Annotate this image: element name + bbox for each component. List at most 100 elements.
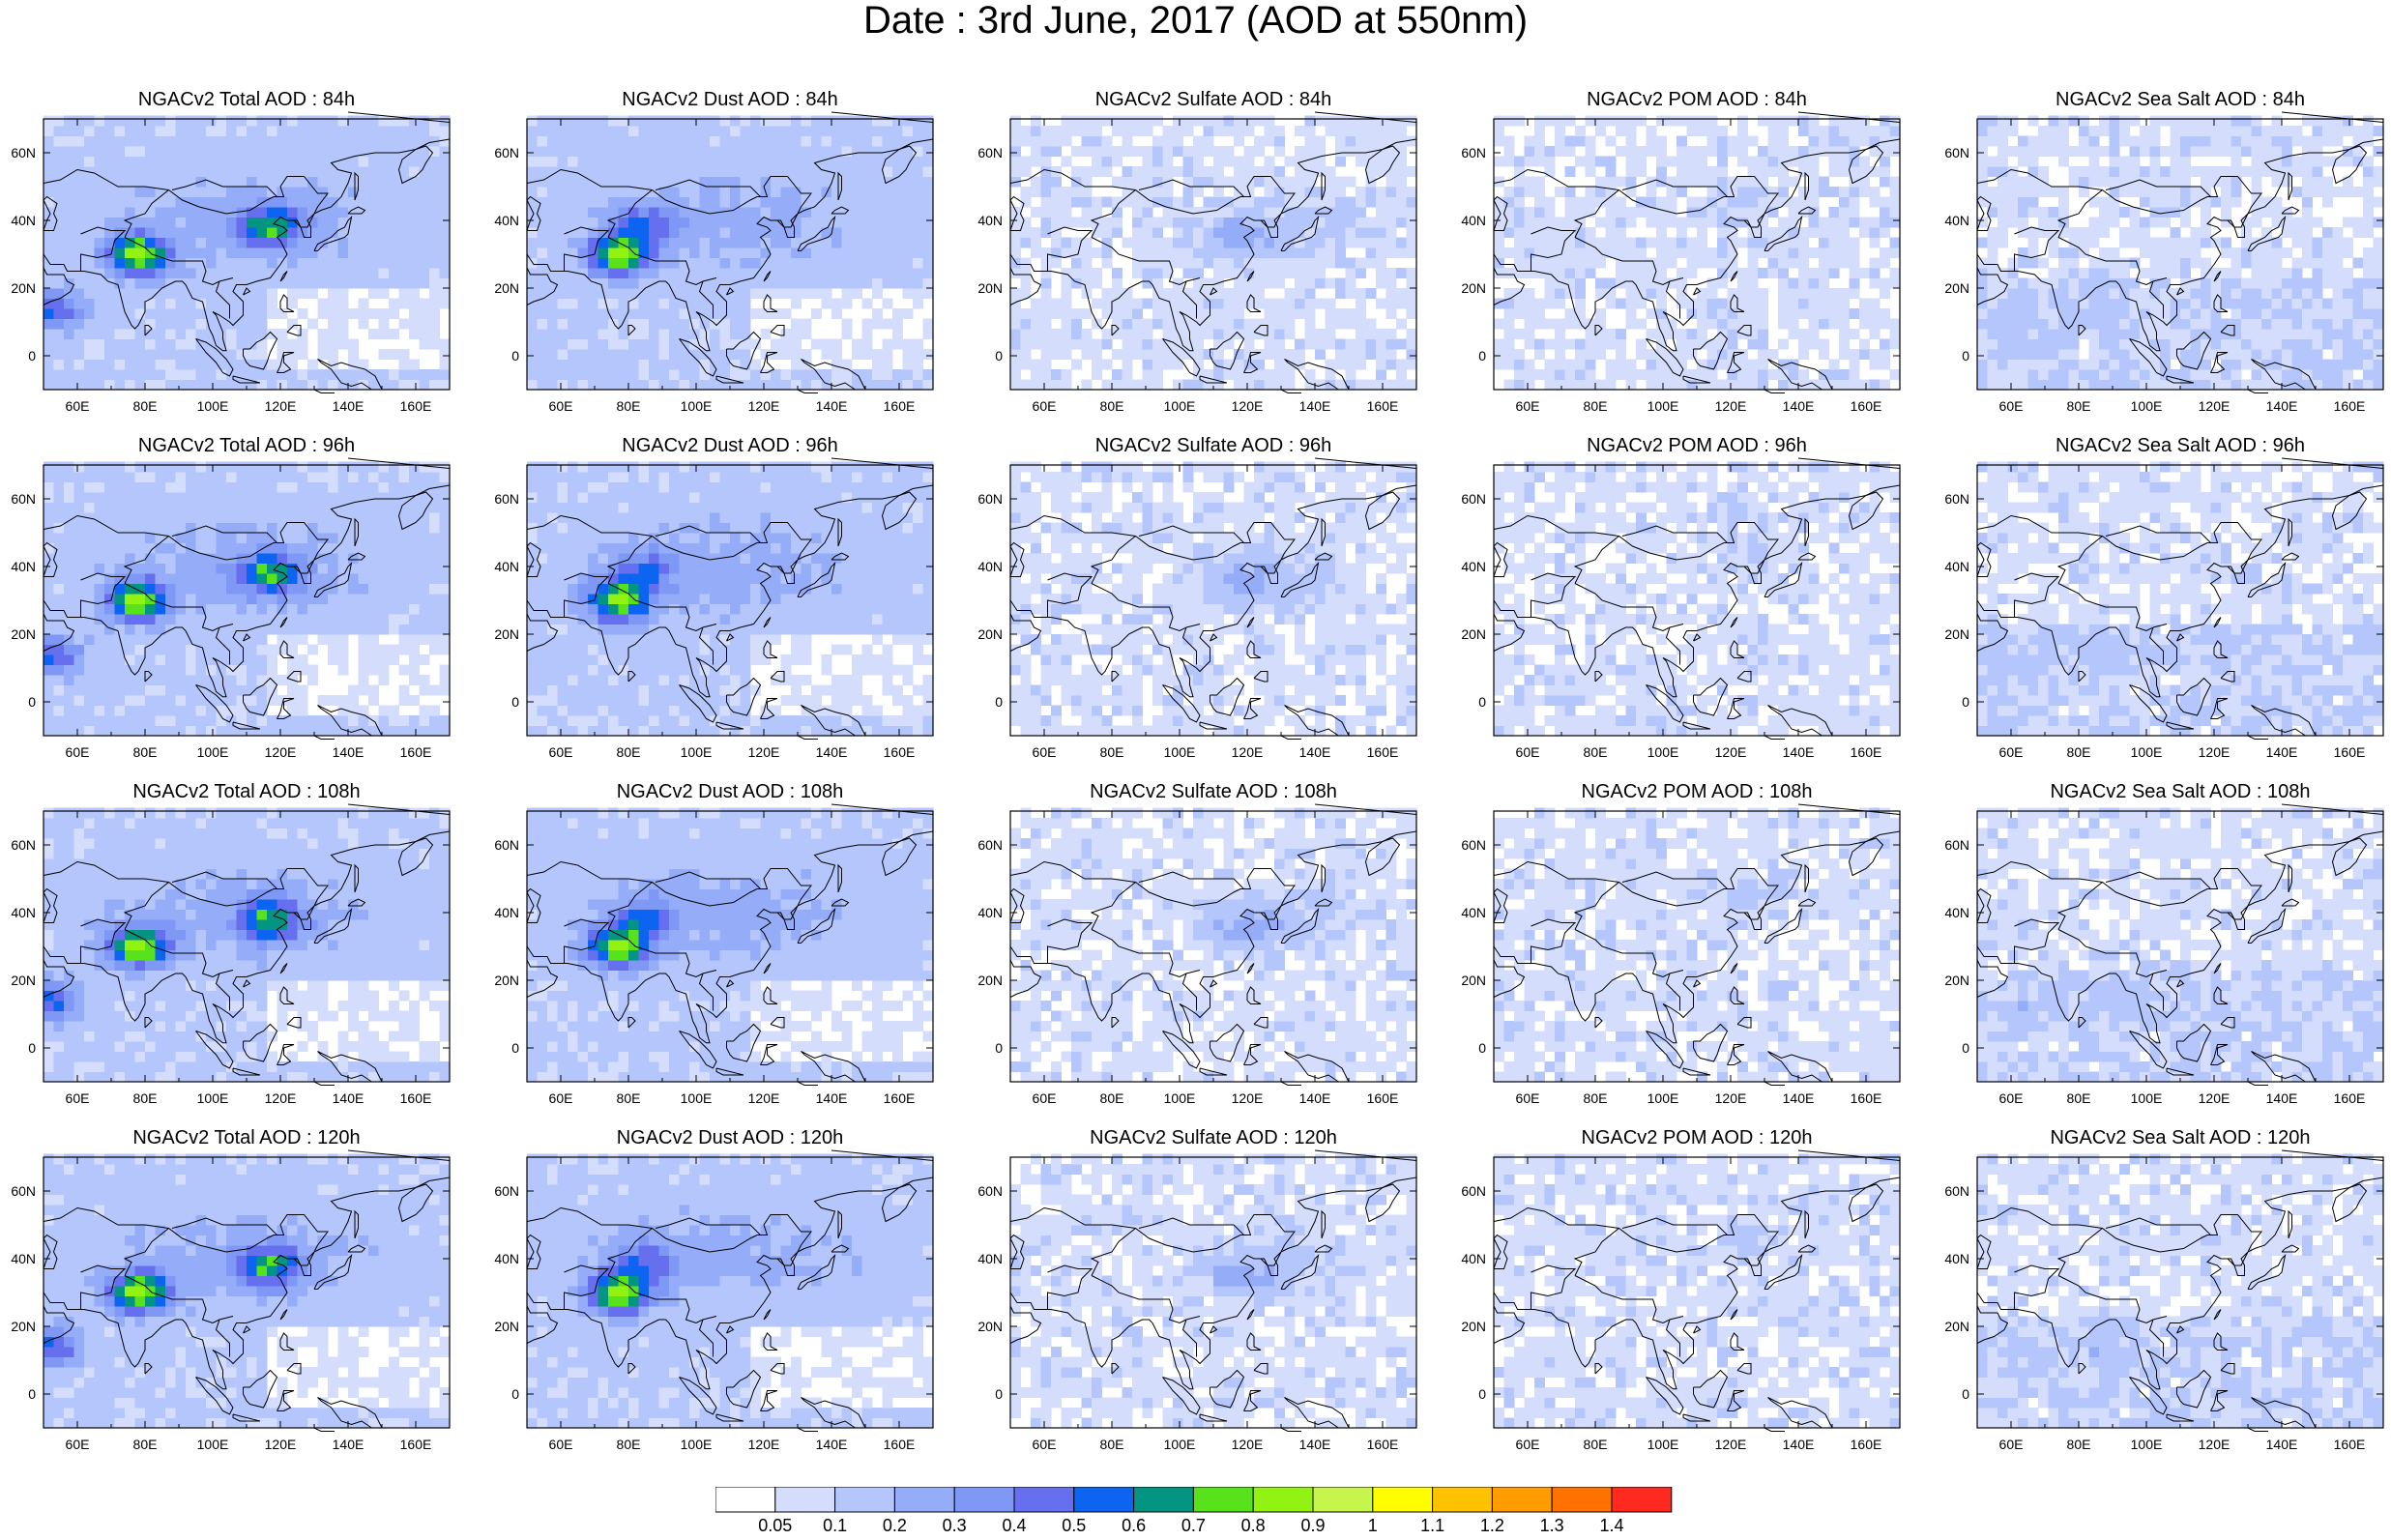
aod-cell	[2221, 166, 2231, 177]
aod-cell	[791, 360, 802, 370]
aod-cell	[680, 380, 690, 391]
aod-cell	[1565, 197, 1576, 208]
aod-cell	[1326, 197, 1336, 208]
aod-cell	[1305, 157, 1316, 167]
aod-cell	[558, 308, 569, 319]
aod-cell	[791, 146, 802, 157]
aod-cell	[1656, 299, 1667, 309]
aod-cell	[1697, 207, 1707, 218]
aod-cell	[328, 177, 338, 188]
aod-cell	[115, 339, 126, 350]
aod-cell	[2302, 278, 2313, 289]
aod-cell	[852, 146, 862, 157]
aod-cell	[440, 136, 451, 147]
aod-cell	[2130, 136, 2141, 147]
aod-cell	[669, 308, 680, 319]
aod-cell	[1626, 258, 1637, 269]
aod-cell	[2313, 258, 2323, 269]
aod-cell	[44, 349, 54, 360]
aod-cell	[892, 177, 903, 188]
aod-cell	[831, 238, 842, 248]
aod-cell	[1514, 288, 1525, 299]
aod-cell	[578, 166, 589, 177]
aod-cell	[842, 126, 853, 136]
aod-cell	[1809, 227, 1820, 238]
aod-cell	[1707, 288, 1718, 299]
aod-cell	[2374, 360, 2384, 370]
aod-cell	[1123, 380, 1133, 391]
aod-cell	[1062, 136, 1072, 147]
aod-cell	[1173, 288, 1183, 299]
aod-cell	[1737, 116, 1748, 127]
aod-cell	[1031, 369, 1041, 380]
aod-cell	[1274, 380, 1285, 391]
aod-cell	[2058, 157, 2069, 167]
aod-cell	[588, 197, 598, 208]
lon-tick-label: 140E	[333, 398, 364, 414]
aod-cell	[1204, 126, 1214, 136]
aod-cell	[1021, 227, 1032, 238]
aod-cell	[1687, 166, 1698, 177]
aod-cell	[1575, 268, 1586, 278]
aod-cell	[2292, 218, 2303, 228]
aod-cell	[1376, 238, 1386, 248]
aod-cell	[237, 238, 248, 248]
aod-cell	[1356, 197, 1366, 208]
aod-cell	[2008, 329, 2019, 339]
aod-cell	[1274, 146, 1285, 157]
aod-cell	[1234, 278, 1244, 289]
aod-cell	[700, 146, 711, 157]
aod-cell	[2119, 126, 2130, 136]
aod-cell	[1152, 157, 1163, 167]
aod-cell	[2231, 380, 2242, 391]
aod-cell	[389, 258, 399, 269]
aod-cell	[1173, 197, 1183, 208]
aod-cell	[1534, 187, 1545, 197]
aod-cell	[2038, 299, 2049, 309]
aod-cell	[781, 288, 792, 299]
aod-cell	[2353, 218, 2364, 228]
aod-cell	[2261, 227, 2272, 238]
aod-cell	[104, 116, 115, 127]
aod-cell	[680, 146, 690, 157]
aod-cell	[420, 207, 430, 218]
aod-cell	[1839, 218, 1850, 228]
aod-cell	[2140, 288, 2150, 299]
aod-cell	[2201, 299, 2211, 309]
aod-cell	[115, 247, 126, 258]
aod-cell	[186, 369, 196, 380]
aod-cell	[2292, 166, 2303, 177]
aod-cell	[298, 268, 308, 278]
aod-cell	[440, 227, 451, 238]
aod-cell	[237, 146, 248, 157]
aod-cell	[892, 116, 903, 127]
aod-cell	[2018, 258, 2028, 269]
aod-cell	[923, 247, 934, 258]
aod-cell	[1575, 197, 1586, 208]
aod-cell	[1315, 278, 1326, 289]
aod-cell	[1870, 126, 1881, 136]
aod-cell	[1758, 349, 1768, 360]
aod-cell	[1234, 288, 1244, 299]
aod-cell	[1123, 329, 1133, 339]
aod-cell	[2302, 329, 2313, 339]
aod-cell	[903, 288, 914, 299]
aod-cell	[2049, 146, 2059, 157]
aod-cell	[1315, 339, 1326, 350]
aod-cell	[1988, 258, 1998, 269]
aod-cell	[2069, 369, 2080, 380]
aod-cell	[1265, 319, 1275, 330]
aod-cell	[608, 126, 619, 136]
aod-cell	[1204, 308, 1214, 319]
aod-cell	[165, 238, 176, 248]
aod-cell	[420, 369, 430, 380]
lat-tick-label: 20N	[1461, 280, 1486, 296]
aod-cell	[54, 319, 65, 330]
aod-cell	[649, 299, 659, 309]
aod-cell	[923, 136, 934, 147]
aod-cell	[852, 116, 862, 127]
aod-cell	[1798, 349, 1809, 360]
aod-cell	[1213, 197, 1224, 208]
aod-cell	[257, 227, 268, 238]
aod-cell	[1809, 339, 1820, 350]
